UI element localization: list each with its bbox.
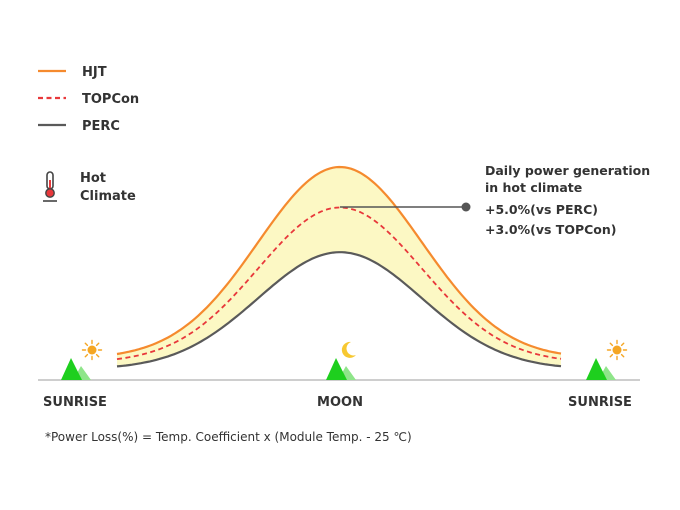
legend-label-topcon: TOPCon [82,92,139,107]
x-tick-label: SUNRISE [43,395,107,410]
series-line-hjt [116,165,562,356]
mountain-icon [586,358,616,380]
annotation-line-vs-perc: +5.0%(vs PERC) [485,202,598,217]
legend: HJT TOPCon PERC [38,65,139,134]
annotation: Daily power generation in hot climate +5… [340,163,650,237]
sun-icon [81,339,103,361]
mountain-icon [61,358,91,380]
annotation-line-vs-topcon: +3.0%(vs TOPCon) [485,222,616,237]
legend-label-perc: PERC [82,119,120,134]
mountain-icon [326,358,356,380]
sun-icon [606,339,628,361]
annotation-marker [461,202,471,212]
thermometer-icon [43,171,57,202]
series-line-perc [116,251,562,368]
climate-label: Hot Climate [43,171,136,204]
series-line-topcon [116,206,562,360]
legend-label-hjt: HJT [82,65,107,80]
x-tick-label: SUNRISE [568,395,632,410]
footnote: *Power Loss(%) = Temp. Coefficient x (Mo… [45,430,412,444]
moon-icon [341,341,356,358]
x-tick-label: MOON [317,395,363,410]
generation-gap-band [117,167,561,367]
annotation-title-line-2: in hot climate [485,180,582,195]
climate-label-line-1: Hot [80,171,106,186]
annotation-title-line-1: Daily power generation [485,163,650,178]
climate-label-line-2: Climate [80,189,136,204]
